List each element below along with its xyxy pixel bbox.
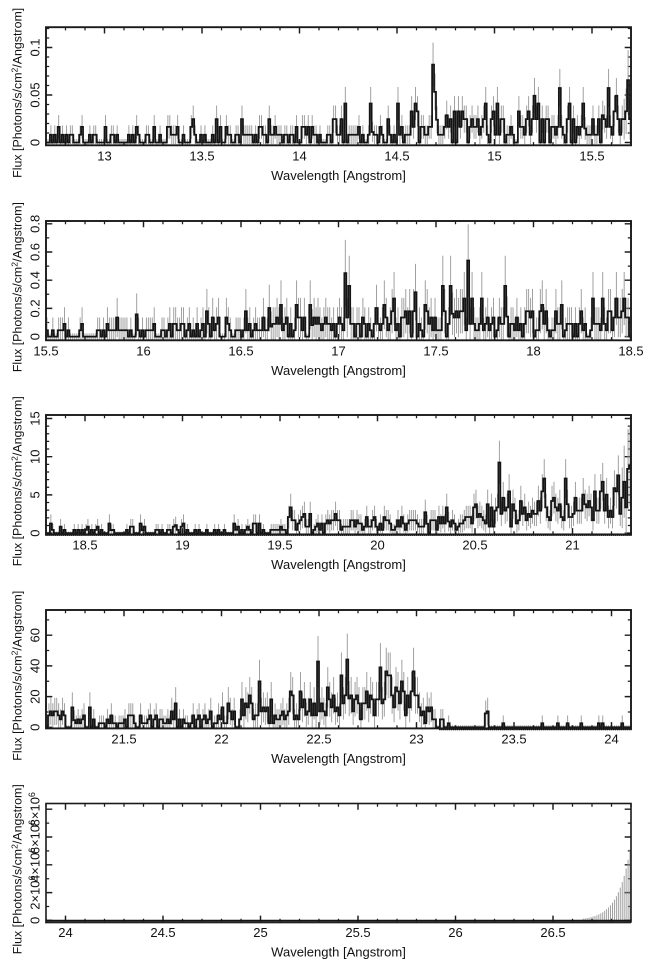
svg-text:8×106: 8×106 [27,792,42,826]
svg-text:Flux [Photons/s/cm2/Angstrom]: Flux [Photons/s/cm2/Angstrom] [10,784,25,954]
svg-text:2×106: 2×106 [27,875,42,909]
svg-text:22: 22 [214,731,228,746]
svg-text:0.8: 0.8 [27,215,42,233]
svg-text:14.5: 14.5 [384,148,409,163]
svg-text:15.5: 15.5 [33,343,58,358]
svg-text:6×106: 6×106 [27,820,42,854]
svg-text:13.5: 13.5 [189,148,214,163]
svg-text:26.5: 26.5 [540,925,565,940]
svg-text:Flux [Photons/s/cm2/Angstrom]: Flux [Photons/s/cm2/Angstrom] [10,202,25,372]
svg-text:19: 19 [175,537,189,552]
svg-text:25: 25 [253,925,267,940]
svg-text:0: 0 [27,917,42,924]
svg-text:20: 20 [370,537,384,552]
svg-text:60: 60 [27,628,42,642]
svg-text:18.5: 18.5 [618,343,643,358]
svg-text:15: 15 [27,411,42,425]
svg-text:16.5: 16.5 [228,343,253,358]
svg-text:23.5: 23.5 [501,731,526,746]
svg-text:24.5: 24.5 [150,925,175,940]
svg-text:15.5: 15.5 [579,148,604,163]
svg-text:0.6: 0.6 [27,243,42,261]
svg-text:5: 5 [27,491,42,498]
svg-text:Wavelength [Angstrom]: Wavelength [Angstrom] [271,557,406,572]
svg-text:22.5: 22.5 [306,731,331,746]
svg-text:18: 18 [526,343,540,358]
svg-text:20: 20 [27,689,42,703]
svg-text:Wavelength [Angstrom]: Wavelength [Angstrom] [271,363,406,378]
svg-text:18.5: 18.5 [72,537,97,552]
svg-text:Flux [Photons/s/cm2/Angstrom]: Flux [Photons/s/cm2/Angstrom] [10,8,25,178]
svg-text:20.5: 20.5 [462,537,487,552]
svg-text:24: 24 [604,731,618,746]
svg-text:0.1: 0.1 [27,38,42,56]
svg-text:Wavelength [Angstrom]: Wavelength [Angstrom] [271,944,406,959]
svg-text:0.05: 0.05 [27,82,42,107]
svg-text:10: 10 [27,449,42,463]
svg-text:Wavelength [Angstrom]: Wavelength [Angstrom] [271,168,406,183]
svg-text:15: 15 [487,148,501,163]
svg-text:26: 26 [448,925,462,940]
svg-text:17.5: 17.5 [423,343,448,358]
svg-text:0.2: 0.2 [27,299,42,317]
svg-text:0: 0 [27,529,42,536]
svg-text:16: 16 [136,343,150,358]
svg-text:21.5: 21.5 [111,731,136,746]
svg-text:21: 21 [565,537,579,552]
svg-text:Flux [Photons/s/cm2/Angstrom]: Flux [Photons/s/cm2/Angstrom] [10,396,25,566]
svg-text:13: 13 [97,148,111,163]
svg-text:0: 0 [27,333,42,340]
svg-text:24: 24 [58,925,72,940]
svg-text:40: 40 [27,659,42,673]
svg-text:Flux [Photons/s/cm2/Angstrom]: Flux [Photons/s/cm2/Angstrom] [10,591,25,761]
svg-text:14: 14 [292,148,306,163]
svg-text:0: 0 [27,724,42,731]
svg-text:23: 23 [409,731,423,746]
svg-text:17: 17 [331,343,345,358]
svg-text:4×106: 4×106 [27,848,42,882]
svg-text:19.5: 19.5 [267,537,292,552]
svg-text:25.5: 25.5 [345,925,370,940]
svg-text:Wavelength [Angstrom]: Wavelength [Angstrom] [271,751,406,766]
svg-text:0: 0 [27,139,42,146]
svg-text:0.4: 0.4 [27,271,42,289]
